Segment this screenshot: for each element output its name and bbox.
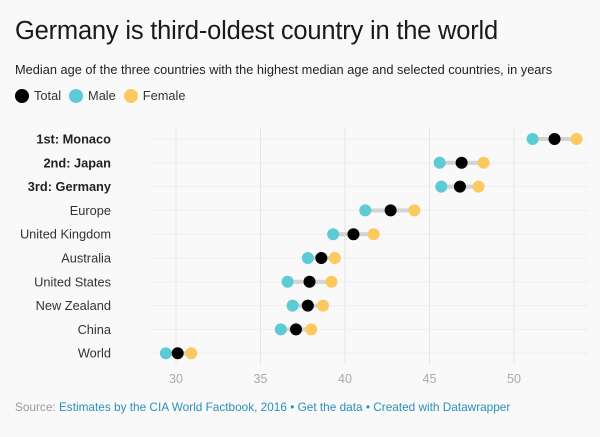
male-dot — [159, 347, 172, 360]
x-tick-label: 30 — [169, 372, 183, 386]
total-dot — [303, 275, 316, 288]
legend-item-male: Male — [69, 88, 116, 103]
male-dot — [526, 133, 539, 145]
legend-swatch-male — [69, 88, 84, 103]
female-dot — [472, 180, 485, 193]
row-marks — [286, 299, 330, 312]
dot-marks — [159, 133, 583, 360]
total-dot — [453, 180, 466, 193]
row-label: New Zealand — [36, 298, 111, 313]
male-dot — [301, 252, 314, 264]
male-dot — [359, 204, 372, 217]
total-dot — [347, 228, 360, 241]
male-dot — [274, 323, 287, 336]
row-label: 3rd: Germany — [28, 179, 112, 194]
female-dot — [317, 299, 330, 312]
x-tick-label: 35 — [254, 372, 268, 386]
legend-item-total: Total — [15, 88, 61, 103]
male-dot — [435, 180, 448, 193]
row-label: Australia — [61, 251, 112, 266]
row-marks — [301, 252, 341, 264]
row-marks — [359, 204, 421, 217]
row-labels: 1st: Monaco 2nd: Japan 3rd: Germany Europe U… — [20, 132, 112, 361]
total-dot — [289, 323, 302, 336]
row-label: United Kingdom — [20, 227, 111, 242]
row-label: China — [78, 322, 112, 337]
legend-label-total: Total — [34, 88, 62, 103]
male-dot — [327, 228, 340, 241]
row-marks — [274, 323, 318, 336]
row-label: 1st: Monaco — [36, 132, 111, 147]
row-marks — [433, 156, 490, 169]
male-dot — [286, 299, 299, 312]
total-dot — [548, 133, 561, 145]
male-dot — [281, 275, 294, 288]
total-dot — [315, 252, 328, 264]
female-dot — [185, 347, 198, 360]
row-label: United States — [34, 274, 111, 289]
total-dot — [455, 156, 468, 169]
total-dot — [384, 204, 397, 217]
x-axis-ticks: 30 35 40 45 50 — [169, 372, 521, 386]
legend-item-female: Female — [123, 88, 186, 103]
legend-label-female: Female — [142, 88, 186, 103]
row-marks — [327, 228, 380, 241]
female-dot — [477, 156, 490, 169]
female-dot — [325, 275, 338, 288]
legend-label-male: Male — [88, 88, 116, 103]
chart-subtitle: Median age of the three countries with t… — [15, 62, 553, 77]
row-marks — [281, 275, 338, 288]
row-label: Europe — [70, 203, 111, 218]
male-dot — [433, 156, 446, 169]
legend: Total Male Female — [15, 88, 193, 103]
legend-swatch-female — [123, 88, 138, 103]
source-link[interactable]: Estimates by the CIA World Factbook, 201… — [58, 400, 287, 414]
female-dot — [328, 252, 341, 264]
footer-separator: • — [290, 400, 295, 414]
row-marks — [159, 347, 198, 360]
x-tick-label: 45 — [423, 372, 437, 386]
total-dot — [301, 299, 314, 312]
legend-swatch-total — [15, 88, 29, 103]
female-dot — [408, 204, 421, 217]
total-dot — [171, 347, 184, 360]
row-marks — [435, 180, 485, 193]
female-dot — [305, 323, 318, 336]
get-the-data-link[interactable]: Get the data — [297, 400, 363, 414]
row-label: World — [78, 346, 111, 361]
row-lines — [150, 138, 588, 354]
female-dot — [570, 133, 583, 145]
female-dot — [367, 228, 380, 241]
footer: Source: Estimates by the CIA World Factb… — [15, 400, 510, 414]
source-prefix: Source: — [15, 400, 56, 414]
row-label: 2nd: Japan — [43, 155, 111, 170]
chart-title: Germany is third-oldest country in the w… — [15, 17, 498, 45]
x-tick-label: 40 — [338, 372, 352, 386]
gridlines — [175, 128, 515, 364]
row-marks — [526, 133, 583, 145]
x-tick-label: 50 — [507, 372, 521, 386]
footer-separator: • — [365, 400, 370, 414]
datawrapper-link[interactable]: Created with Datawrapper — [373, 400, 511, 414]
